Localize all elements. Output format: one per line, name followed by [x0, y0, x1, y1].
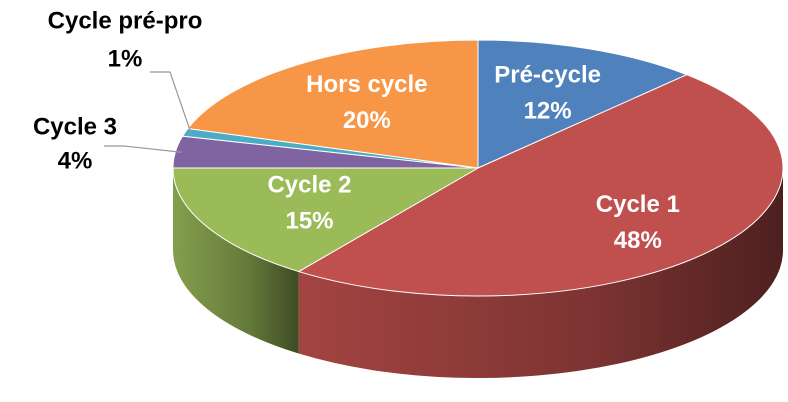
side-shade [173, 168, 299, 354]
value-label: 4% [58, 147, 93, 174]
category-label: Hors cycle [306, 71, 427, 98]
category-label: Cycle pré-pro [48, 7, 203, 34]
category-label: Cycle 3 [33, 113, 117, 140]
value-label: 12% [524, 98, 572, 125]
slice [297, 74, 784, 297]
category-label: Cycle 1 [596, 191, 680, 218]
value-label: 20% [343, 107, 391, 134]
leader-line [104, 145, 182, 153]
leader-line [150, 71, 192, 134]
slice [187, 39, 479, 169]
category-label: Pré-cycle [494, 62, 601, 89]
slice [477, 39, 689, 169]
category-label: Cycle 2 [267, 171, 351, 198]
value-label: 15% [285, 207, 333, 234]
value-label: 48% [614, 227, 662, 254]
side-shade [298, 168, 783, 378]
value-label: 1% [108, 45, 143, 72]
slice [172, 167, 480, 273]
